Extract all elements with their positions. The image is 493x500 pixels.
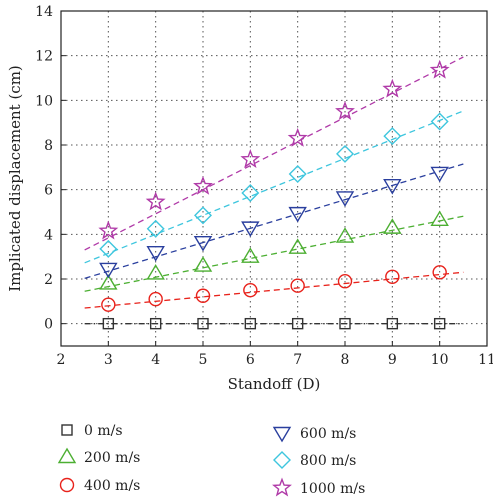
point-series-0 [433, 317, 446, 330]
point-series-2 [290, 278, 305, 293]
y-tick-label: 0 [44, 317, 53, 333]
point-series-0 [102, 317, 115, 330]
point-series-2 [432, 265, 447, 280]
legend-marker-5 [272, 477, 292, 497]
point-series-3 [193, 235, 213, 252]
point-series-1 [146, 264, 165, 280]
x-tick-label: 4 [151, 352, 160, 368]
point-series-2 [385, 269, 400, 284]
x-tick-label: 10 [431, 352, 449, 368]
point-series-3 [146, 245, 165, 262]
point-series-5 [429, 59, 450, 79]
y-tick-label: 10 [35, 93, 53, 109]
y-tick-label: 8 [44, 138, 53, 154]
point-series-2 [148, 291, 163, 307]
point-series-1 [241, 247, 260, 263]
x-tick-label: 2 [57, 352, 66, 368]
point-series-3 [241, 221, 260, 238]
legend-label-4: 800 m/s [300, 453, 356, 469]
point-series-1 [193, 256, 213, 272]
axis-ticks: 2 3 4 5 6 7 8 9 10 11 0 2 4 6 8 10 12 14 [35, 4, 493, 368]
point-series-5 [98, 220, 119, 240]
point-series-0 [149, 317, 162, 330]
point-series-3 [430, 166, 449, 183]
x-tick-label: 6 [246, 352, 255, 368]
legend-marker-0 [61, 424, 73, 436]
x-axis-label: Standoff (D) [228, 375, 321, 393]
point-series-4 [146, 219, 165, 238]
legend-marker-1 [57, 447, 77, 464]
legend-label-0: 0 m/s [84, 423, 123, 439]
y-tick-label: 14 [35, 4, 53, 20]
legend-label-3: 600 m/s [300, 426, 356, 442]
point-series-4 [288, 165, 307, 184]
point-series-2 [195, 288, 211, 303]
point-series-4 [430, 112, 449, 131]
legend-label-1: 200 m/s [84, 450, 140, 466]
y-tick-label: 6 [44, 183, 53, 199]
x-tick-label: 8 [341, 352, 350, 368]
point-series-4 [336, 144, 354, 163]
point-series-2 [337, 274, 353, 289]
point-series-4 [194, 206, 212, 225]
point-series-1 [430, 210, 449, 227]
legend-marker-4 [273, 451, 291, 469]
plot-frame [60, 10, 488, 347]
legend-label-2: 400 m/s [84, 478, 140, 494]
legend-marker-3 [272, 426, 292, 443]
fit-line-series-4 [84, 110, 464, 264]
y-tick-label: 4 [44, 227, 53, 243]
point-series-0 [197, 317, 209, 330]
fit-lines [84, 56, 464, 325]
y-tick-label: 2 [44, 272, 53, 288]
point-series-1 [383, 218, 402, 234]
point-series-4 [241, 184, 260, 203]
point-series-5 [382, 78, 403, 98]
fit-line-series-5 [84, 56, 464, 251]
y-tick-label: 12 [35, 49, 53, 65]
point-series-3 [383, 178, 402, 195]
x-tick-label: 3 [104, 352, 113, 368]
legend: 0 m/s 200 m/s 400 m/s 600 m/s 800 m/s 1000 m/… [57, 423, 365, 497]
point-series-4 [383, 127, 402, 146]
point-series-5 [335, 101, 355, 120]
fit-line-series-1 [84, 215, 464, 292]
legend-label-5: 1000 m/s [300, 481, 365, 497]
legend-marker-2 [59, 477, 75, 493]
fit-line-series-3 [84, 163, 464, 279]
point-series-3 [99, 262, 118, 279]
point-series-2 [101, 297, 116, 312]
x-tick-label: 11 [478, 352, 493, 368]
point-series-5 [287, 127, 308, 147]
x-tick-label: 5 [199, 352, 208, 368]
fit-line-series-2 [84, 271, 464, 309]
point-series-5 [240, 149, 261, 168]
point-series-0 [339, 317, 351, 330]
point-series-0 [386, 317, 399, 330]
grid-lines [61, 11, 487, 346]
x-tick-label: 9 [388, 352, 397, 368]
point-series-1 [288, 238, 307, 254]
point-series-5 [145, 191, 166, 211]
point-series-3 [288, 206, 307, 223]
point-series-2 [243, 282, 258, 298]
data-points [98, 59, 450, 330]
point-series-4 [99, 239, 118, 258]
point-series-0 [291, 317, 304, 330]
y-axis-label: Implicated displacement (cm) [6, 65, 24, 292]
point-series-1 [335, 227, 355, 243]
point-series-3 [335, 191, 355, 207]
x-tick-label: 7 [293, 352, 302, 368]
point-series-0 [244, 317, 257, 330]
point-series-1 [99, 274, 118, 290]
point-series-5 [193, 175, 213, 195]
